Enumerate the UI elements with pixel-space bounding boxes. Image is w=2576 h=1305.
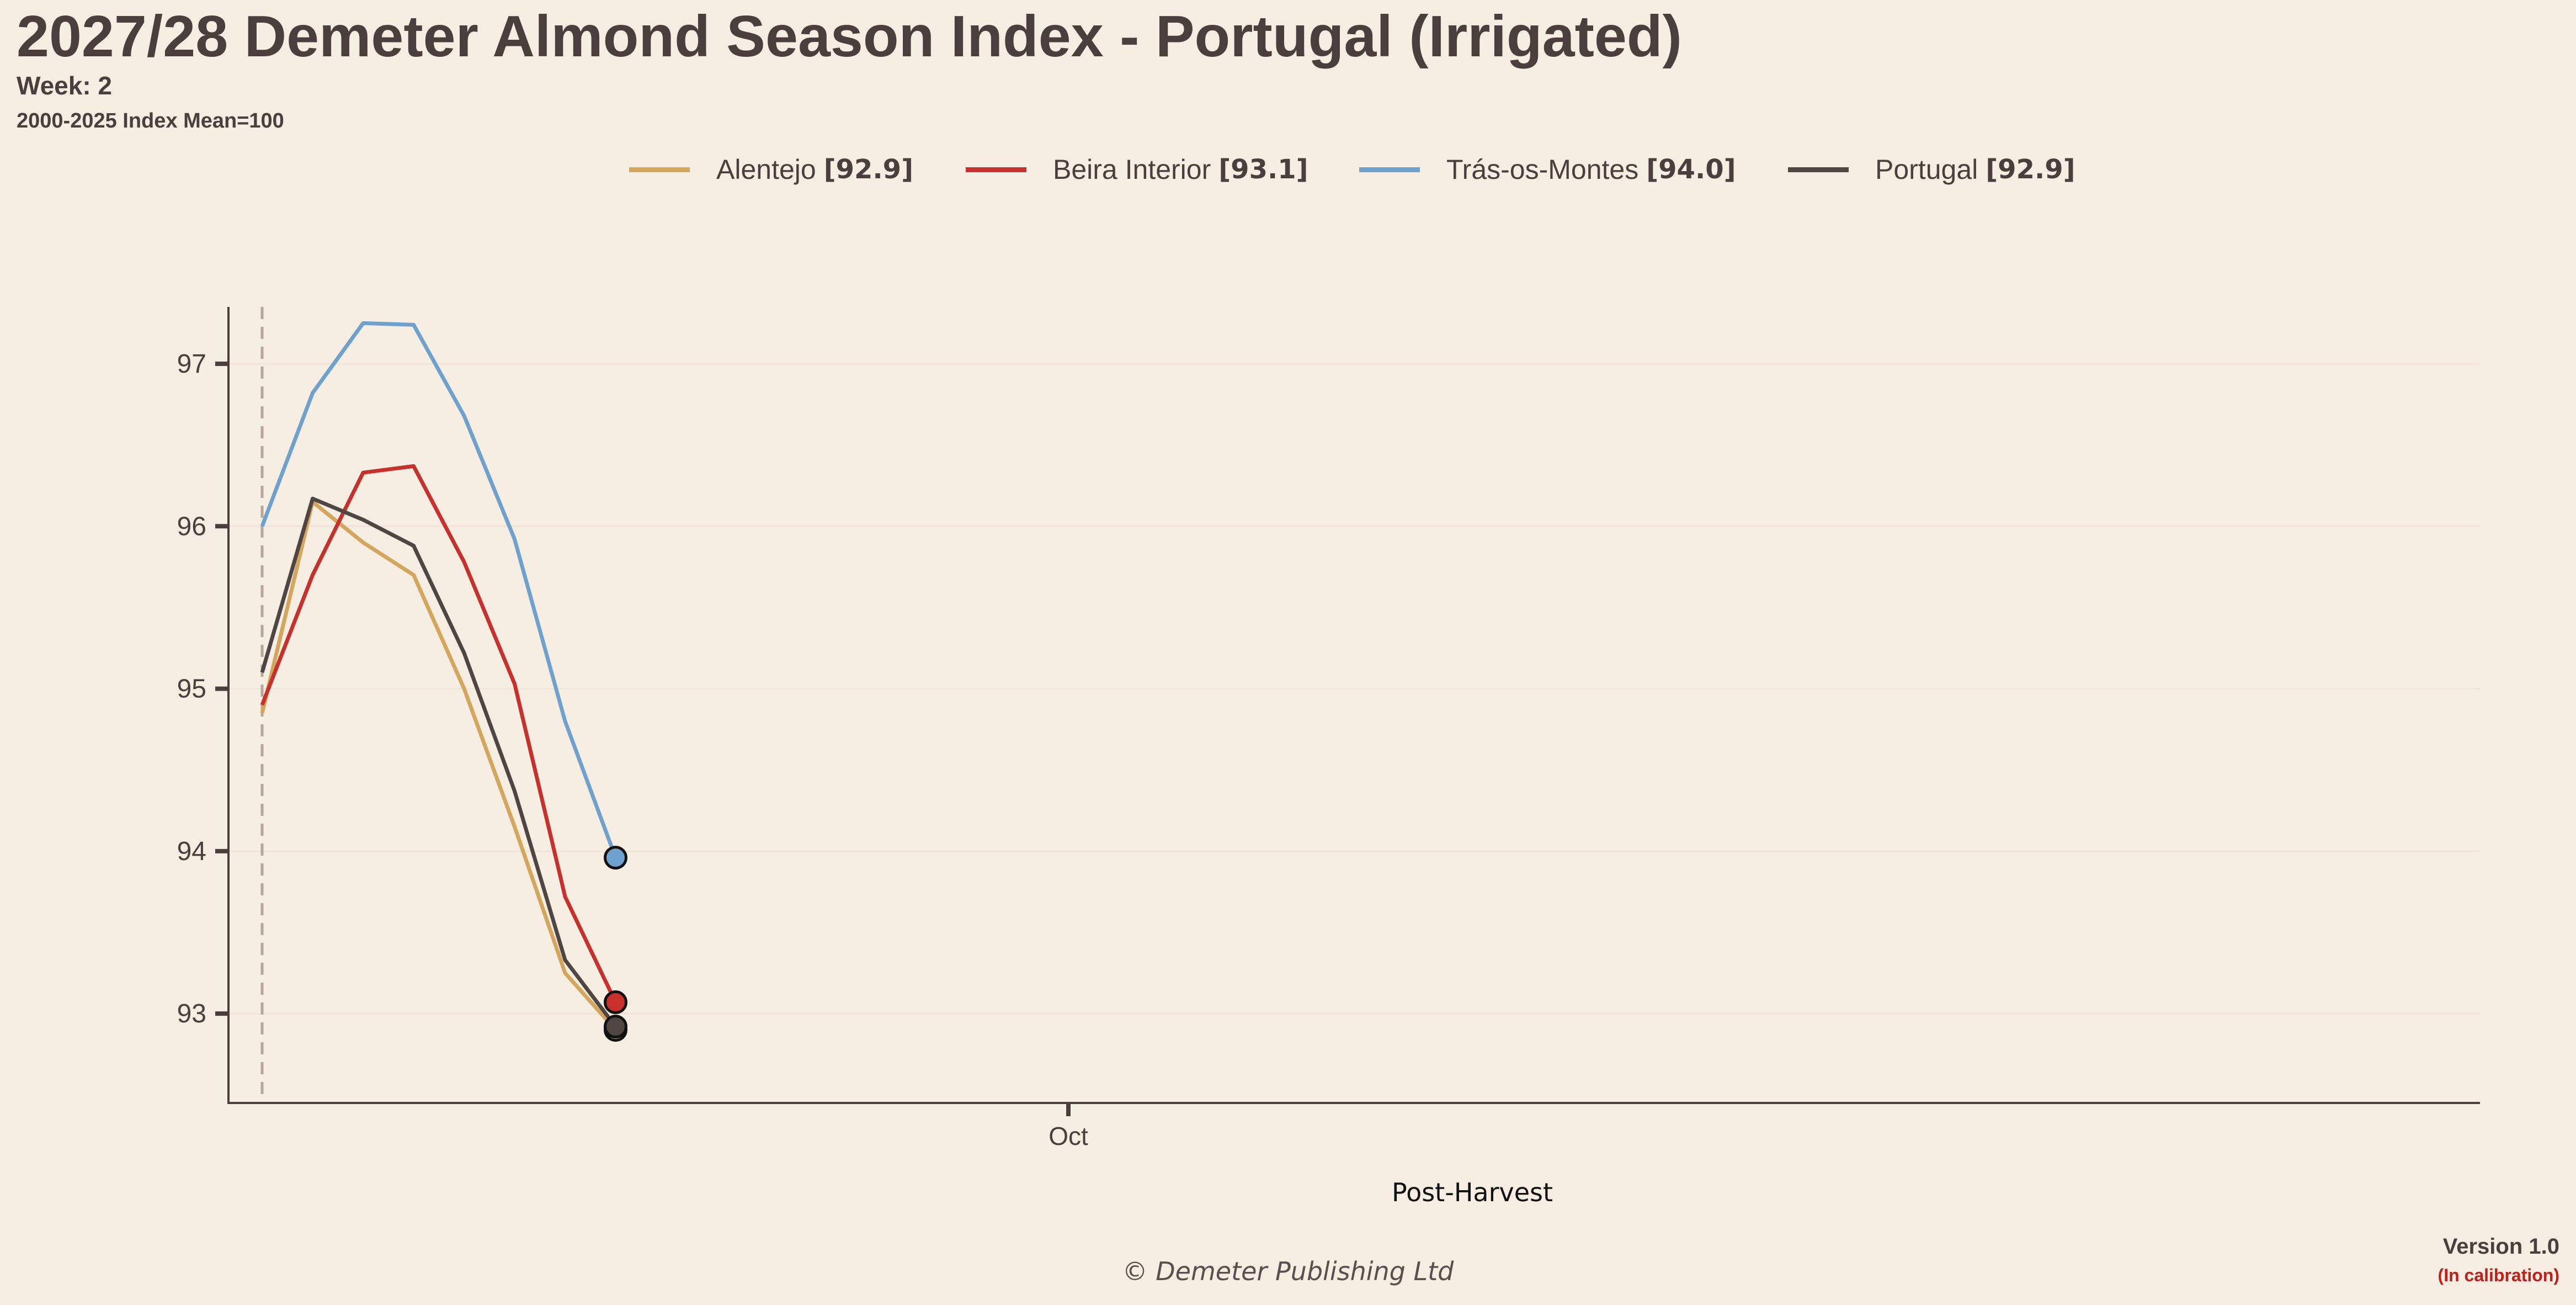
legend-name-tras-os-montes: Trás-os-Montes xyxy=(1446,154,1639,185)
legend-name-portugal: Portugal xyxy=(1875,154,1978,185)
y-tick-label-96: 96 xyxy=(177,512,206,541)
index-mean-caption: 2000-2025 Index Mean=100 xyxy=(17,109,284,132)
endpoint-markers xyxy=(604,846,627,1042)
y-tick-label-94: 94 xyxy=(177,837,206,866)
series-line-alentejo xyxy=(260,500,618,1031)
chart-title: 2027/28 Demeter Almond Season Index - Po… xyxy=(17,4,1682,69)
series-line-tras-os-montes xyxy=(260,321,618,858)
chart-legend: Alentejo [92.9] Beira Interior [93.1] Tr… xyxy=(0,150,2075,189)
legend-swatch-alentejo xyxy=(629,167,690,172)
legend-swatch-beira-interior xyxy=(966,167,1026,172)
endpoint-beira-interior xyxy=(604,990,627,1015)
y-tick-label-95: 95 xyxy=(177,675,206,704)
y-tick-label-97: 97 xyxy=(177,349,206,379)
legend-swatch-tras-os-montes xyxy=(1359,167,1420,172)
legend-item-alentejo[interactable]: Alentejo [92.9] xyxy=(629,150,913,189)
calibration-note: (In calibration) xyxy=(2437,1265,2559,1285)
series-line-beira-interior xyxy=(260,464,618,1004)
copyright-footer: © Demeter Publishing Ltd xyxy=(1122,1256,1454,1286)
endpoint-tras-os-montes xyxy=(604,846,627,870)
gridlines xyxy=(228,363,2480,1015)
series-line-portugal xyxy=(260,496,618,1028)
endpoint-portugal xyxy=(604,1015,627,1039)
series-lines xyxy=(260,321,618,1031)
legend-value-tras-os-montes: [94.0] xyxy=(1646,154,1736,185)
y-tick-label-93: 93 xyxy=(177,999,206,1028)
y-axis-ticks: 93 94 95 96 97 xyxy=(177,349,228,1028)
legend-swatch-portugal xyxy=(1788,167,1849,172)
legend-name-beira-interior: Beira Interior xyxy=(1053,154,1211,185)
legend-value-beira-interior: [93.1] xyxy=(1218,154,1308,185)
legend-item-portugal[interactable]: Portugal [92.9] xyxy=(1788,150,2075,189)
legend-value-portugal: [92.9] xyxy=(1986,154,2075,185)
legend-value-alentejo: [92.9] xyxy=(823,154,914,185)
x-axis-title: Post-Harvest xyxy=(1392,1177,1553,1207)
week-label: Week: 2 xyxy=(17,71,113,100)
legend-item-beira-interior[interactable]: Beira Interior [93.1] xyxy=(966,150,1308,189)
version-label: Version 1.0 xyxy=(2442,1234,2559,1259)
legend-item-tras-os-montes[interactable]: Trás-os-Montes [94.0] xyxy=(1359,150,1736,189)
x-tick-label-oct: Oct xyxy=(1049,1122,1088,1150)
legend-name-alentejo: Alentejo xyxy=(716,154,816,185)
